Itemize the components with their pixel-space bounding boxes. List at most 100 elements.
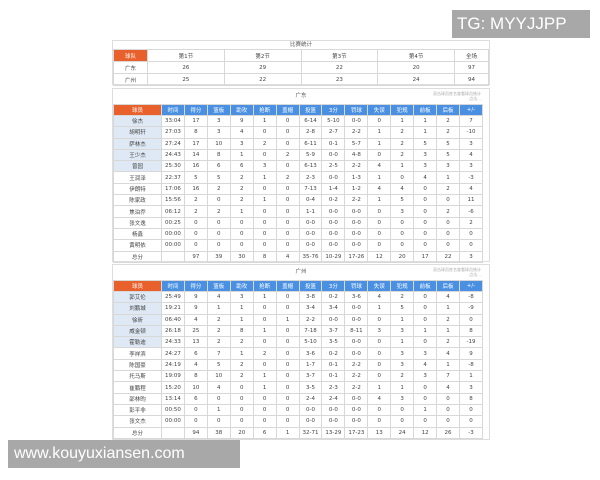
player-row[interactable]: 徐杰 33:04 17 3 9 1 0 6-14 5-10 0-0 0 1 1 2 7 [113,114,484,128]
player-name[interactable]: 张文逸 [113,216,162,229]
player-name[interactable]: 焦泊乔 [113,205,162,218]
score-cell: 29 [223,61,302,74]
player-row[interactable]: 杨鑫 00:00 0 0 0 0 0 0-0 0-0 0-0 0 0 0 0 0 [113,227,484,241]
stat-cell: 0 [206,227,231,241]
player-name[interactable]: 伊朗特 [113,182,162,196]
player-row[interactable]: 威金顿 26:18 25 2 8 1 0 7-18 3-7 8-11 3 3 1 1 8 [113,324,484,338]
stat-cell: 1 [367,137,392,150]
stat-cell: 20 [390,250,415,263]
player-row[interactable]: 李祥滨 24:27 6 7 1 2 0 3-6 0-2 0-0 0 3 3 4 9 [113,347,484,360]
player-name[interactable]: 郭艾伦 [113,290,162,304]
player-row[interactable]: 邵林昀 13:14 6 0 0 0 0 2-4 2-4 0-0 4 3 0 0 8 [113,392,484,405]
stat-cell: 1 [229,205,254,218]
stat-cell: 0 [413,302,438,315]
stat-cell: 0 [413,290,438,304]
player-row[interactable]: 王润泽 22:37 5 5 2 1 2 2-3 0-0 1-3 1 0 4 1 -3 [113,171,484,184]
player-row[interactable]: 陈国豪 24:19 4 5 2 0 0 1-7 0-1 2-2 0 3 4 1 -8 [113,358,484,372]
stat-cell: 0 [252,415,277,428]
summary-row: 广东 26 29 22 20 97 [113,61,489,74]
player-row[interactable]: 陈家政 15:56 2 0 2 1 0 0-4 0-2 2-2 1 5 0 0 11 [113,194,484,207]
player-row[interactable]: 王少杰 24:43 14 8 1 0 2 5-9 0-0 4-8 0 2 3 5 4 [113,148,484,162]
player-name[interactable]: 霍勒迪 [113,336,162,349]
total-label: 总分 [113,426,162,439]
stat-cell: 2 [436,126,460,139]
stat-cell: 4 [413,171,438,184]
stat-cell: 1 [390,336,415,349]
player-name[interactable]: 崔鹏程 [113,381,162,394]
player-row[interactable]: 黄明依 00:00 0 0 0 0 0 0-0 0-0 0-0 0 0 0 0 0 [113,239,484,252]
stat-cell: 0-2 [321,290,346,304]
column-header: 第2节 [223,49,302,62]
column-header: 后板 [436,280,460,292]
stat-cell: 0 [252,403,277,417]
player-name[interactable]: 托马斯 [113,370,162,383]
stat-cell: 0 [229,239,254,252]
stat-cell: 3 [390,358,415,372]
stat-cell: 0-0 [321,205,346,218]
player-row[interactable]: 徐昕 06:40 4 2 1 0 1 2-2 0-0 0-0 0 1 0 2 0 [113,313,484,326]
player-name[interactable]: 刘鹏城 [113,302,162,315]
stat-cell: 0 [458,227,484,241]
hint-line: 点击... [469,96,481,101]
player-name[interactable]: 曾园 [113,160,162,173]
column-header: 前板 [413,104,438,116]
boxscore-table: 球员 时间 得分 篮板 助攻 抢断 盖帽 投篮 3分 罚球 失误 犯规 前板 后板 +/- 郭艾伦 25:49 9… [113,280,484,439]
stat-cell: 6 [206,160,231,173]
player-row[interactable]: 郭艾伦 25:49 9 4 3 1 0 3-8 0-2 3-6 4 2 0 4 -8 [113,290,484,304]
stat-cell: 00:00 [161,239,185,252]
player-name[interactable]: 陈家政 [113,194,162,207]
stat-cell: 00:00 [161,227,185,241]
stat-cell: 2-8 [298,126,323,139]
player-row[interactable]: 霍勒迪 24:33 13 2 2 0 0 5-10 3-5 0-0 0 1 0 2 -19 [113,336,484,349]
team-name: 广州 [113,73,148,86]
stat-cell: 1-4 [321,182,346,196]
player-row[interactable]: 焦泊乔 06:12 2 2 1 0 0 1-1 0-0 0-0 0 3 0 2 -6 [113,205,484,218]
player-name[interactable]: 陈国豪 [113,358,162,372]
stat-cell: 0 [275,370,300,383]
player-row[interactable]: 伊朗特 17:06 16 2 2 0 0 7-13 1-4 1-2 4 4 0 2 4 [113,182,484,196]
column-header: 得分 [183,280,208,292]
player-name[interactable]: 王少杰 [113,148,162,162]
stat-cell: 0-1 [321,358,346,372]
stat-cell: 2-5 [321,160,346,173]
stat-cell: 3 [229,137,254,150]
stat-cell: 1-1 [298,205,323,218]
stat-cell: 0 [275,114,300,128]
player-row[interactable]: 张文逸 00:25 0 0 0 0 0 0-0 0-0 0-0 0 0 0 0 2 [113,216,484,229]
player-row[interactable]: 刘鹏城 19:21 9 1 1 0 0 3-4 3-4 0-0 1 5 0 1 -9 [113,302,484,315]
player-name[interactable]: 威金顿 [113,324,162,338]
column-header: 罚球 [344,280,369,292]
player-name[interactable]: 黄明依 [113,239,162,252]
player-name[interactable]: 李祥滨 [113,347,162,360]
stat-cell: -8 [458,290,484,304]
stat-cell: 24:19 [161,358,185,372]
player-name[interactable]: 胡明轩 [113,126,162,139]
player-name[interactable]: 徐昕 [113,313,162,326]
player-name[interactable]: 杨鑫 [113,227,162,241]
player-row[interactable]: 崔鹏程 15:20 10 4 0 1 0 3-5 2-3 2-2 1 1 0 4 3 [113,381,484,394]
player-row[interactable]: 萨林杰 27:24 17 10 3 2 0 6-11 0-1 5-7 1 2 5 5 3 [113,137,484,150]
score-cell: 22 [223,73,302,86]
stat-cell: 0-0 [298,216,323,229]
stat-cell: 3 [458,250,484,263]
stat-cell: 6 [183,347,208,360]
player-row[interactable]: 曾园 25:30 16 6 6 3 0 6-13 2-5 2-2 4 1 3 3 3 [113,160,484,173]
stat-cell: 0 [413,216,438,229]
stat-cell: 5 [390,302,415,315]
stat-cell: 0-0 [321,227,346,241]
player-row[interactable]: 托马斯 19:09 8 10 2 1 0 3-7 0-1 2-2 0 2 3 7 1 [113,370,484,383]
player-name[interactable]: 彭平非 [113,403,162,417]
player-row[interactable]: 胡明轩 27:03 8 3 4 0 0 2-8 2-7 2-2 1 2 1 2 -10 [113,126,484,139]
player-name[interactable]: 王润泽 [113,171,162,184]
stat-cell: 4 [206,290,231,304]
stat-cell: 17-26 [344,250,369,263]
stat-cell: 0 [206,392,231,405]
player-name[interactable]: 邵林昀 [113,392,162,405]
stat-cell: 2-2 [344,370,369,383]
player-name[interactable]: 萨林杰 [113,137,162,150]
stat-cell: 2 [390,137,415,150]
player-name[interactable]: 张文杰 [113,415,162,428]
player-row[interactable]: 彭平非 00:50 0 1 0 0 0 0-0 0-0 0-0 0 0 1 0 0 [113,403,484,417]
player-row[interactable]: 张文杰 00:00 0 0 0 0 0 0-0 0-0 0-0 0 0 0 0 0 [113,415,484,428]
player-name[interactable]: 徐杰 [113,114,162,128]
